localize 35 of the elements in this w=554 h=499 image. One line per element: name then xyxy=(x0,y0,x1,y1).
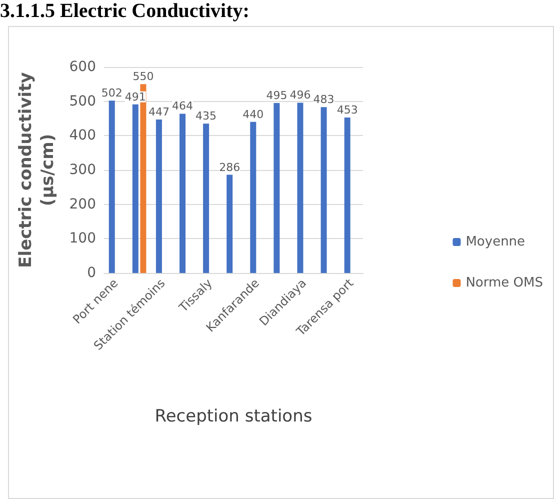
data-label: 440 xyxy=(242,108,264,121)
data-label: 286 xyxy=(219,160,240,174)
data-label: 550 xyxy=(132,70,154,84)
chart-title: 3.1.1.5 Electric Conductivity: xyxy=(0,0,250,23)
y-tick-label: 500 xyxy=(69,93,96,110)
bar xyxy=(320,107,327,273)
data-label: 483 xyxy=(313,93,334,106)
bar xyxy=(274,103,280,273)
bar xyxy=(226,174,233,273)
x-axis-title: Reception stations xyxy=(154,406,312,426)
bar xyxy=(250,122,256,273)
data-label: 491 xyxy=(124,90,146,104)
y-tick-label: 400 xyxy=(69,128,96,144)
bar xyxy=(203,124,210,273)
data-label: 502 xyxy=(101,86,122,100)
y-tick-label: 300 xyxy=(69,162,96,178)
legend-label: Norme OMS xyxy=(466,276,544,290)
bar xyxy=(156,120,162,273)
y-tick-label: 100 xyxy=(69,230,96,247)
bar xyxy=(297,102,304,273)
y-tick-label: 0 xyxy=(87,265,96,281)
y-tick-label: 600 xyxy=(69,59,96,75)
data-label: 496 xyxy=(290,88,311,102)
bar xyxy=(132,104,138,273)
y-axis-title: Electric conductivity (µs/cm) xyxy=(16,72,58,268)
data-label: 453 xyxy=(336,103,358,116)
data-label: 464 xyxy=(172,100,194,113)
bar xyxy=(108,100,115,273)
data-label: 447 xyxy=(148,106,170,119)
bar xyxy=(344,117,350,273)
bar xyxy=(180,114,186,273)
data-label: 435 xyxy=(196,110,217,123)
legend-label: Moyenne xyxy=(466,234,526,250)
y-tick-label: 200 xyxy=(69,196,96,212)
data-label: 495 xyxy=(266,89,288,102)
